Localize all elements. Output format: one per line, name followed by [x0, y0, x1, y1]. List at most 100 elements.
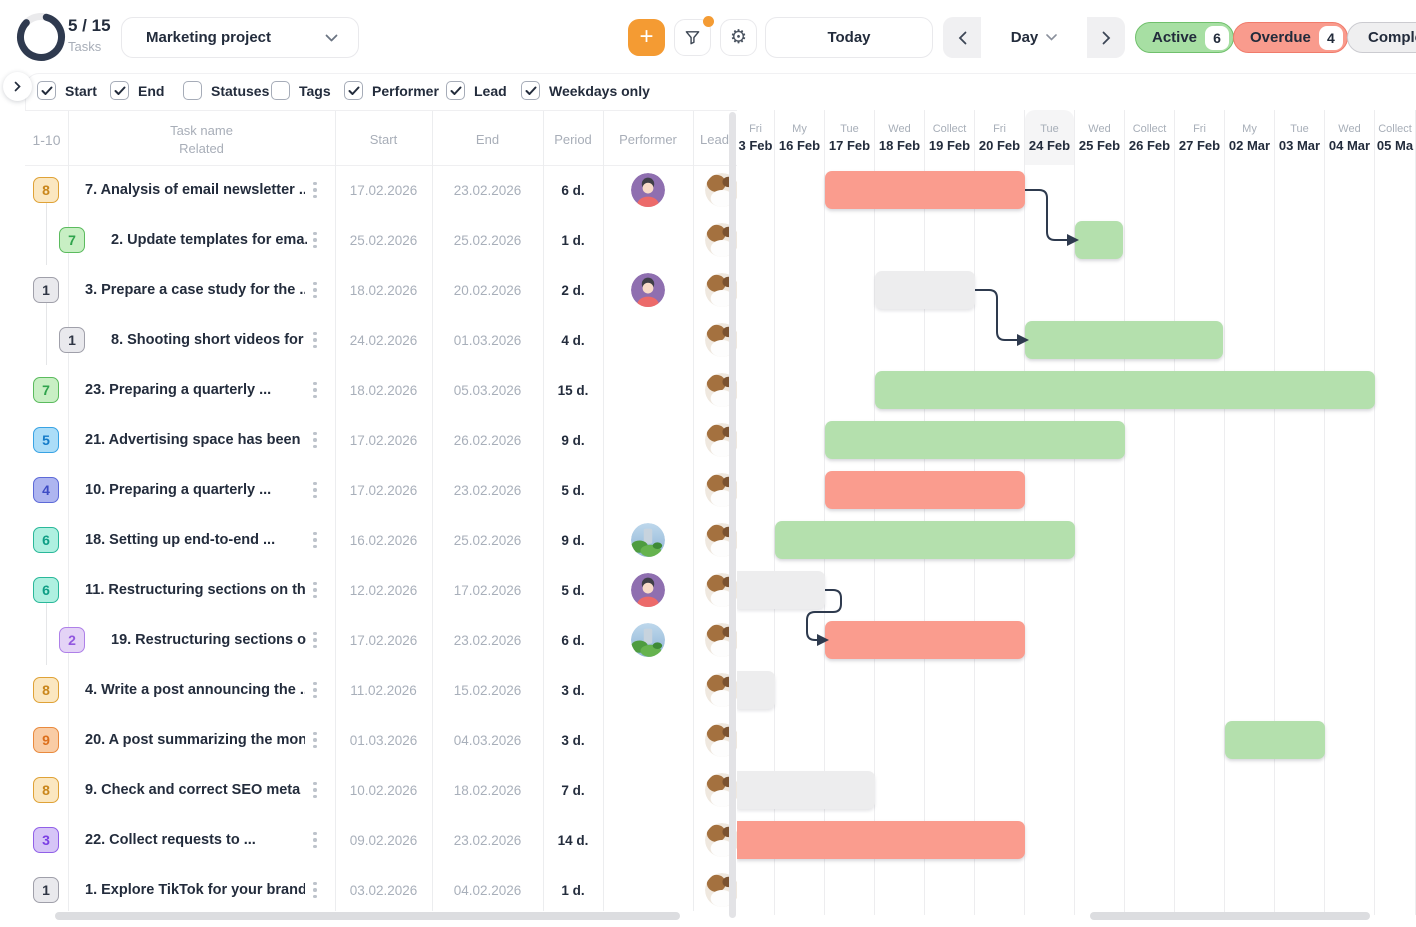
task-title[interactable]: 7. Analysis of email newsletter ... [85, 182, 305, 198]
task-menu-button[interactable] [308, 378, 322, 402]
filter-checkbox-end[interactable]: End [110, 81, 164, 100]
gantt-date-cell[interactable]: Fri 27 Feb [1175, 110, 1224, 165]
task-row[interactable]: 6 18. Setting up end-to-end ... 16.02.2026… [25, 515, 739, 565]
gantt-date-cell[interactable]: Fri 20 Feb [975, 110, 1024, 165]
add-task-button[interactable]: + [628, 19, 665, 56]
task-menu-button[interactable] [308, 678, 322, 702]
filter-checkbox-start[interactable]: Start [37, 81, 97, 100]
gantt-date-cell[interactable]: Wed 25 Feb [1075, 110, 1124, 165]
task-priority-badge[interactable]: 7 [33, 377, 59, 403]
filter-checkbox-statuses[interactable]: Statuses [183, 81, 269, 100]
task-row[interactable]: 2 19. Restructuring sections on ... 17.02.… [25, 603, 739, 665]
gantt-date-cell[interactable]: My 16 Feb [775, 110, 824, 165]
task-title[interactable]: 22. Collect requests to ... [85, 832, 256, 848]
task-row[interactable]: 8 4. Write a post announcing the ... 11.02… [25, 665, 739, 715]
gantt-date-cell[interactable]: Collect 05 Ma [1375, 110, 1415, 165]
task-priority-badge[interactable]: 2 [59, 627, 85, 653]
task-priority-badge[interactable]: 1 [59, 327, 85, 353]
performer-avatar[interactable] [631, 173, 665, 207]
task-row[interactable]: 7 23. Preparing a quarterly ... 18.02.2026… [25, 365, 739, 415]
task-priority-badge[interactable]: 8 [33, 777, 59, 803]
next-period-button[interactable] [1087, 17, 1125, 58]
status-pill-completed[interactable]: Comple [1347, 22, 1416, 53]
column-header-start[interactable]: Start [369, 132, 398, 147]
panel-splitter[interactable] [729, 112, 736, 918]
column-header-lead[interactable]: Lead [700, 132, 729, 147]
gantt-date-cell[interactable]: Collect 26 Feb [1125, 110, 1174, 165]
gantt-bar[interactable] [1225, 721, 1325, 759]
task-title[interactable]: 1. Explore TikTok for your brand [85, 882, 305, 898]
column-header-task-name[interactable]: Task name Related [68, 122, 335, 158]
performer-avatar[interactable] [631, 623, 665, 657]
gantt-bar[interactable] [737, 671, 775, 709]
gantt-bar[interactable] [825, 471, 1025, 509]
task-priority-badge[interactable]: 4 [33, 477, 59, 503]
column-header-range[interactable]: 1-10 [32, 132, 61, 148]
task-menu-button[interactable] [308, 778, 322, 802]
task-menu-button[interactable] [308, 478, 322, 502]
task-priority-badge[interactable]: 8 [33, 177, 59, 203]
filter-button[interactable] [674, 16, 714, 56]
task-priority-badge[interactable]: 6 [33, 577, 59, 603]
task-priority-badge[interactable]: 9 [33, 727, 59, 753]
gantt-bar[interactable] [825, 621, 1025, 659]
task-title[interactable]: 23. Preparing a quarterly ... [85, 382, 272, 398]
task-row[interactable]: 8 7. Analysis of email newsletter ... 17.0… [25, 165, 739, 215]
task-title[interactable]: 2. Update templates for ema... [111, 232, 307, 248]
task-title[interactable]: 8. Shooting short videos for ... [111, 332, 307, 348]
prev-period-button[interactable] [943, 17, 981, 58]
task-priority-badge[interactable]: 1 [33, 277, 59, 303]
task-priority-badge[interactable]: 3 [33, 827, 59, 853]
gantt-date-cell[interactable]: Collect 19 Feb [925, 110, 974, 165]
gantt-date-cell[interactable]: Wed 18 Feb [875, 110, 924, 165]
task-title[interactable]: 20. A post summarizing the mont... [85, 732, 305, 748]
settings-button[interactable]: ⚙ [720, 19, 757, 56]
task-priority-badge[interactable]: 8 [33, 677, 59, 703]
task-menu-button[interactable] [308, 528, 322, 552]
column-header-period[interactable]: Period [554, 132, 592, 147]
task-menu-button[interactable] [308, 578, 322, 602]
task-title[interactable]: 18. Setting up end-to-end ... [85, 532, 276, 548]
task-menu-button[interactable] [308, 628, 322, 652]
gantt-bar[interactable] [775, 521, 1075, 559]
filter-checkbox-performer[interactable]: Performer [344, 81, 439, 100]
task-menu-button[interactable] [308, 328, 322, 352]
task-menu-button[interactable] [308, 228, 322, 252]
task-menu-button[interactable] [308, 728, 322, 752]
task-menu-button[interactable] [308, 428, 322, 452]
performer-avatar[interactable] [631, 523, 665, 557]
today-button[interactable]: Today [765, 17, 933, 58]
task-title[interactable]: 21. Advertising space has been ... [85, 432, 305, 448]
performer-avatar[interactable] [631, 573, 665, 607]
task-priority-badge[interactable]: 1 [33, 877, 59, 903]
task-row[interactable]: 6 11. Restructuring sections on the ... 12… [25, 565, 739, 615]
task-title[interactable]: 10. Preparing a quarterly ... [85, 482, 272, 498]
gantt-bar[interactable] [875, 271, 975, 309]
gantt-date-cell[interactable]: Tue 17 Feb [825, 110, 874, 165]
task-row[interactable]: 3 22. Collect requests to ... 09.02.2026 23… [25, 815, 739, 865]
column-header-end[interactable]: End [475, 132, 500, 147]
task-title[interactable]: 11. Restructuring sections on the ... [85, 582, 305, 598]
project-select[interactable]: Marketing project [121, 17, 359, 58]
task-menu-button[interactable] [308, 278, 322, 302]
gantt-bar[interactable] [737, 821, 1025, 859]
task-priority-badge[interactable]: 7 [59, 227, 85, 253]
gantt-date-cell[interactable]: Tue 24 Feb [1025, 110, 1074, 165]
task-row[interactable]: 7 2. Update templates for ema... 25.02.202… [25, 203, 739, 265]
gantt-date-cell[interactable]: Fri 3 Feb [737, 110, 774, 165]
task-title[interactable]: 9. Check and correct SEO meta ... [85, 782, 305, 798]
gantt-bar[interactable] [1025, 321, 1223, 359]
gantt-bar[interactable] [825, 171, 1025, 209]
gantt-date-cell[interactable]: Tue 03 Mar [1275, 110, 1324, 165]
task-menu-button[interactable] [308, 878, 322, 902]
filter-checkbox-lead[interactable]: Lead [446, 81, 507, 100]
status-pill-active[interactable]: Active 6 [1135, 22, 1235, 53]
gantt-horizontal-scrollbar[interactable] [1090, 912, 1370, 920]
task-title[interactable]: 4. Write a post announcing the ... [85, 682, 305, 698]
filter-checkbox-tags[interactable]: Tags [271, 81, 331, 100]
task-menu-button[interactable] [308, 828, 322, 852]
column-header-performer[interactable]: Performer [619, 132, 677, 147]
filter-checkbox-weekdays-only[interactable]: Weekdays only [521, 81, 650, 100]
task-title[interactable]: 19. Restructuring sections on ... [111, 632, 307, 648]
performer-avatar[interactable] [631, 273, 665, 307]
